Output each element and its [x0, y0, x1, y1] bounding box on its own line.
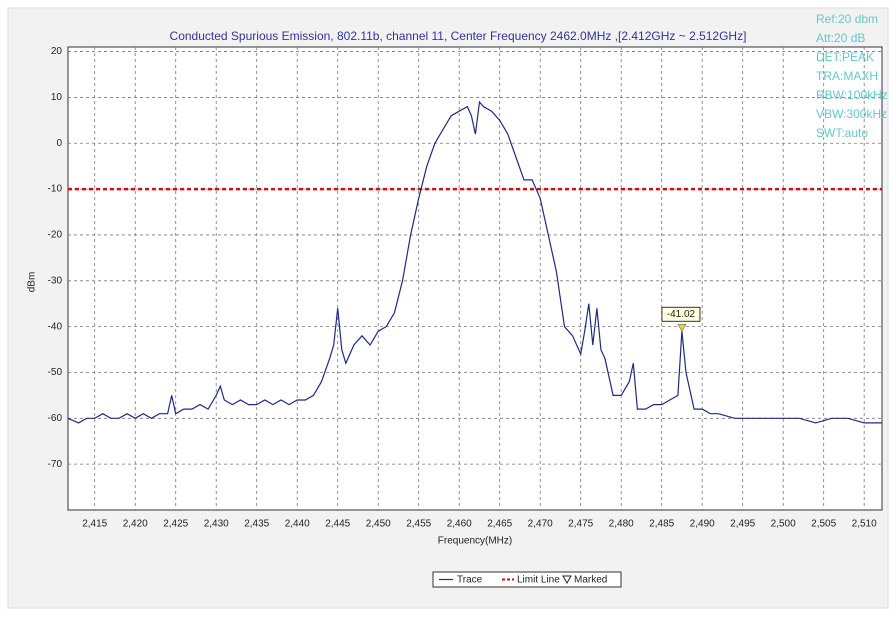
y-tick-label: -30: [48, 275, 63, 286]
marker-label-box: [661, 306, 701, 322]
legend-label: Marked: [574, 575, 607, 586]
trace-line: [67, 100, 882, 424]
legend-label: Limit Line: [517, 575, 560, 586]
x-tick-label: 2,415: [82, 519, 107, 530]
x-tick-label: 2,490: [690, 519, 715, 530]
instrument-setting: DET:PEAK: [816, 50, 874, 64]
instrument-setting: SWT:auto: [816, 126, 868, 140]
y-tick-label: 0: [56, 138, 62, 149]
y-tick-label: -20: [48, 230, 63, 241]
y-tick-label: 10: [51, 92, 63, 103]
x-tick-label: 2,425: [163, 519, 188, 530]
x-tick-label: 2,435: [244, 519, 269, 530]
x-tick-label: 2,485: [649, 519, 674, 530]
y-axis-label: dBm: [27, 272, 38, 293]
plot-area: [67, 46, 883, 511]
instrument-setting: RBW:100kHz: [816, 88, 888, 102]
x-tick-label: 2,510: [852, 519, 877, 530]
x-tick-label: 2,505: [811, 519, 836, 530]
y-tick-label: -60: [48, 413, 63, 424]
marker-label: -41.02: [667, 309, 696, 320]
x-tick-label: 2,450: [366, 519, 391, 530]
x-axis-label: Frequency(MHz): [438, 536, 512, 547]
marker: [677, 324, 687, 332]
x-tick-label: 2,475: [568, 519, 593, 530]
x-tick-label: 2,420: [123, 519, 148, 530]
y-tick-label: -50: [48, 367, 63, 378]
instrument-setting: TRA:MAXH: [816, 69, 878, 83]
y-tick-label: -70: [48, 459, 63, 470]
y-tick-label: -10: [48, 184, 63, 195]
x-tick-label: 2,440: [285, 519, 310, 530]
legend-swatch: [562, 575, 572, 585]
y-tick-label: -40: [48, 321, 63, 332]
x-tick-label: 2,470: [528, 519, 553, 530]
y-tick-label: 20: [51, 46, 63, 57]
instrument-setting: Ref:20 dbm: [816, 12, 878, 26]
x-tick-label: 2,500: [771, 519, 796, 530]
instrument-setting: VBW:300kHz: [816, 107, 887, 121]
x-tick-label: 2,495: [730, 519, 755, 530]
x-tick-label: 2,455: [406, 519, 431, 530]
x-tick-label: 2,430: [204, 519, 229, 530]
legend-label: Trace: [457, 575, 483, 586]
x-tick-label: 2,480: [609, 519, 634, 530]
x-tick-label: 2,465: [487, 519, 512, 530]
legend: [432, 571, 622, 588]
instrument-setting: Att:20 dB: [816, 31, 865, 45]
x-tick-label: 2,445: [325, 519, 350, 530]
x-tick-label: 2,460: [447, 519, 472, 530]
chart-title: Conducted Spurious Emission, 802.11b, ch…: [170, 29, 747, 43]
